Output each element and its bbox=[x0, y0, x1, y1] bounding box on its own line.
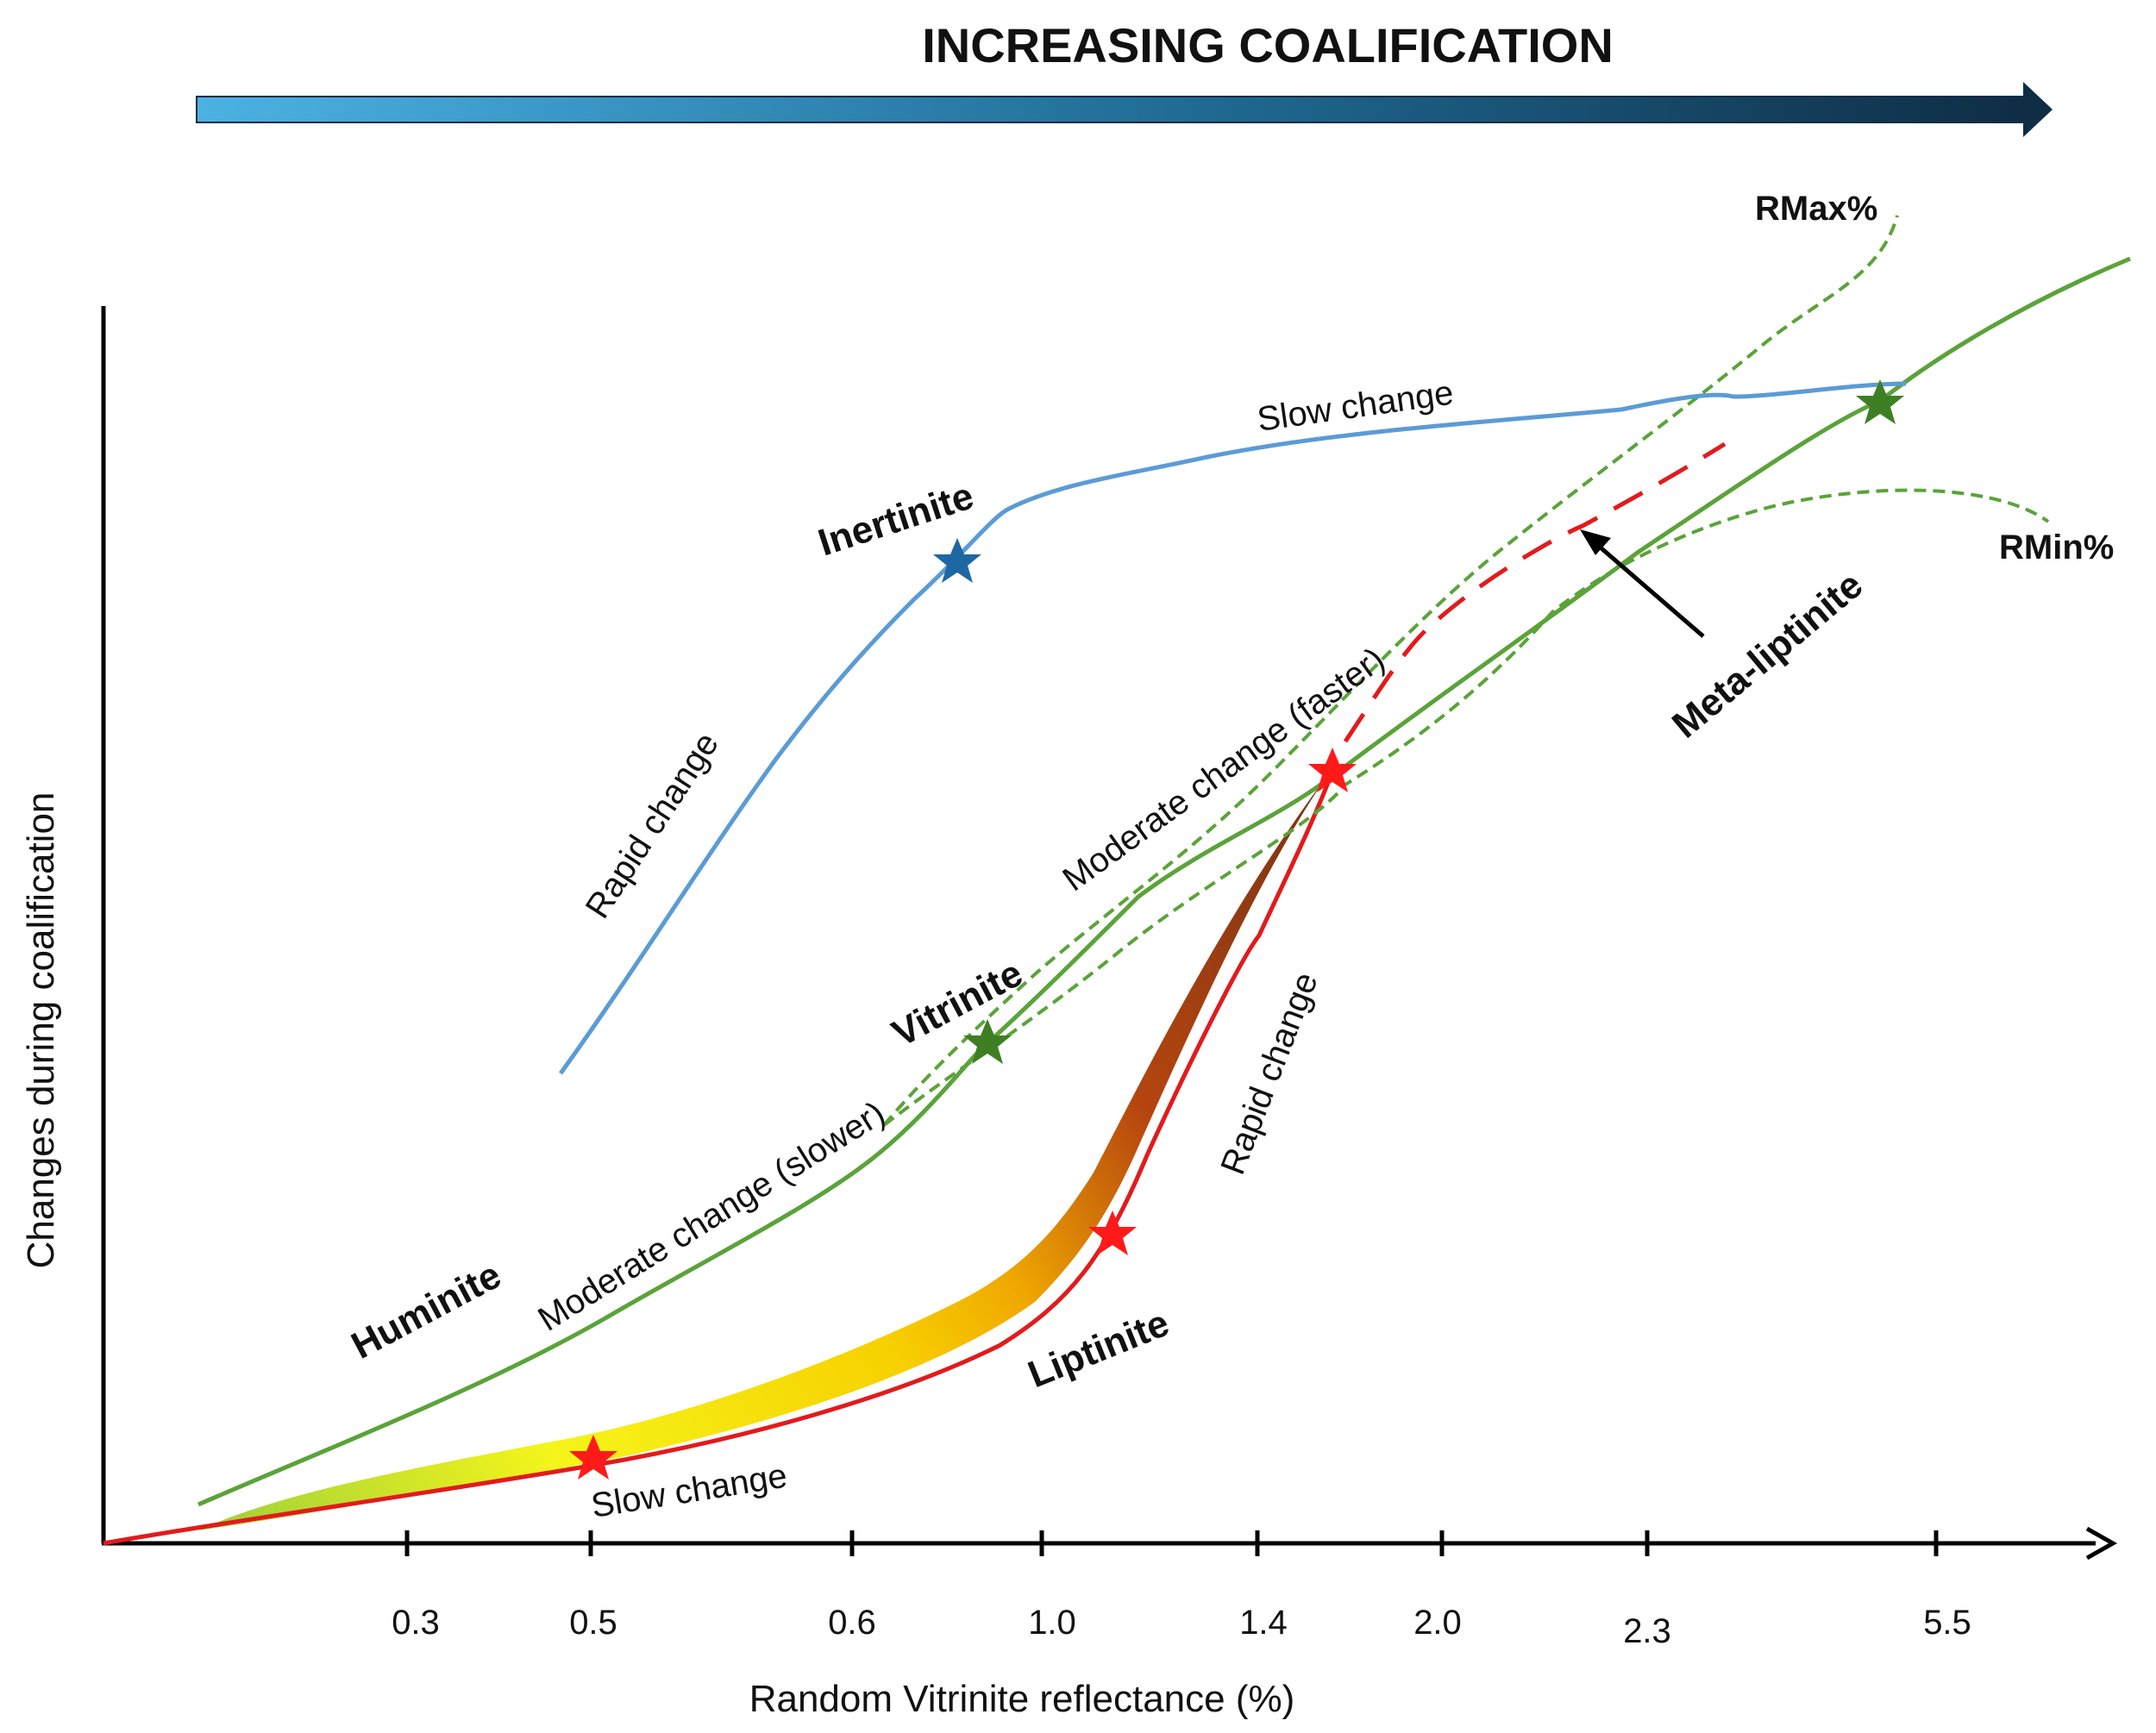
star-icon-vitrinite-high bbox=[1856, 379, 1904, 424]
annotation-rapid-change-liptinite: Rapid change bbox=[1213, 967, 1326, 1179]
x-tick-label: 0.3 bbox=[392, 1604, 440, 1642]
label-meta-liptinite: Meta-liptinite bbox=[1664, 564, 1871, 747]
star-icon-liptinite-high bbox=[1308, 748, 1357, 792]
star-icon-liptinite-slow bbox=[569, 1435, 617, 1480]
x-tick-label: 1.0 bbox=[1028, 1604, 1076, 1642]
y-axis-label: Changes during coalification bbox=[20, 792, 62, 1269]
rmax-curve bbox=[882, 215, 1899, 1127]
vitrinite-curve bbox=[197, 256, 2131, 1507]
x-tick-label: 2.0 bbox=[1413, 1604, 1462, 1642]
x-tick-label: 2.3 bbox=[1623, 1612, 1671, 1650]
liptinite-gradient-band bbox=[198, 774, 1328, 1530]
star-icon-vitrinite bbox=[963, 1019, 1012, 1064]
rmin-curve bbox=[882, 488, 2050, 1127]
inertinite-curve bbox=[558, 381, 1907, 1075]
annotation-rmax: RMax% bbox=[1755, 190, 1877, 228]
liptinite-curve bbox=[103, 771, 1335, 1546]
page-title: INCREASING COALIFICATION bbox=[922, 18, 1614, 72]
star-icon-inertinite bbox=[933, 538, 981, 583]
annotation-rapid-change-inertinite: Rapid change bbox=[579, 726, 726, 925]
label-vitrinite: Vitrinite bbox=[886, 952, 1030, 1055]
meta-liptinite-curve bbox=[1343, 441, 1727, 743]
label-huminite: Huminite bbox=[345, 1254, 508, 1367]
annotation-rmin: RMin% bbox=[1999, 529, 2114, 566]
x-axis-label: Random Vitrinite reflectance (%) bbox=[749, 1678, 1295, 1720]
x-tick-label: 1.4 bbox=[1239, 1604, 1288, 1642]
coalification-arrow bbox=[196, 82, 2053, 137]
x-tick-label: 5.5 bbox=[1923, 1604, 1971, 1642]
annotation-slow-change-liptinite: Slow change bbox=[589, 1457, 790, 1525]
annotation-moderate-slower: Moderate change (slower) bbox=[531, 1094, 891, 1339]
label-liptinite: Liptinite bbox=[1022, 1302, 1175, 1397]
x-tick-marks bbox=[404, 1530, 1939, 1556]
meta-liptinite-pointer-arrow bbox=[1580, 529, 1705, 638]
x-tick-label: 0.6 bbox=[828, 1604, 876, 1642]
star-icon-liptinite-mid bbox=[1088, 1211, 1137, 1255]
x-axis-arrowhead-icon bbox=[2085, 1526, 2118, 1561]
x-tick-label: 0.5 bbox=[569, 1604, 617, 1642]
